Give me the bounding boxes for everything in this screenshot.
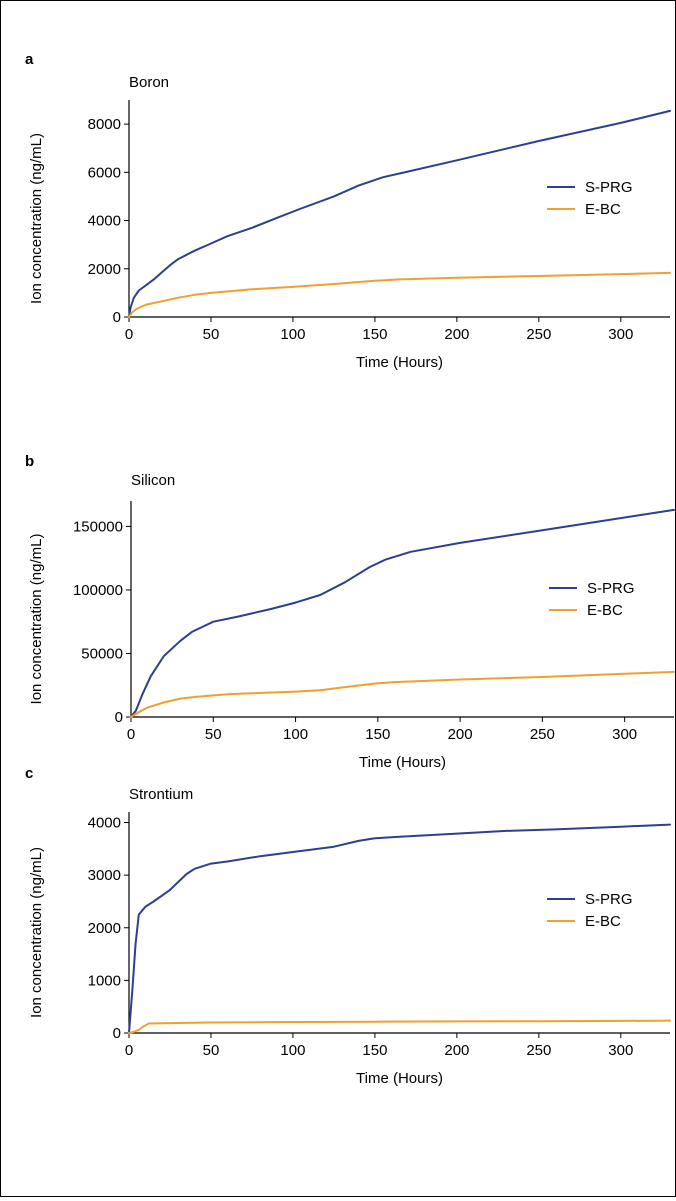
legend-label-e-bc: E-BC: [585, 201, 621, 218]
x-tick-label: 50: [203, 326, 220, 343]
chart-title: Boron: [129, 74, 169, 91]
y-tick-label: 0: [113, 1025, 121, 1042]
legend-label-e-bc: E-BC: [585, 913, 621, 930]
x-tick-label: 150: [365, 726, 390, 743]
x-tick-label: 300: [608, 1042, 633, 1059]
chart-panel-b: b Silicon 0 50000 100000 150000 0 50 100 150 200 25…: [25, 453, 675, 771]
x-tick-label: 200: [444, 326, 469, 343]
legend-label-s-prg: S-PRG: [585, 891, 633, 908]
y-tick-label: 4000: [88, 213, 121, 230]
legend-label-e-bc: E-BC: [587, 602, 623, 619]
x-tick-label: 200: [444, 1042, 469, 1059]
y-tick-label: 8000: [88, 116, 121, 133]
x-tick-label: 250: [526, 1042, 551, 1059]
y-tick-label: 1000: [88, 972, 121, 989]
y-tick-label: 2000: [88, 261, 121, 278]
x-tick-label: 50: [205, 726, 222, 743]
y-tick-label: 2000: [88, 920, 121, 937]
x-axis-label: Time (Hours): [359, 754, 446, 771]
series-line-s-prg: [130, 508, 675, 718]
x-tick-label: 100: [283, 726, 308, 743]
chart-panel-c: c Strontium 0 1000 2000 3000 4000 0 50 100 150 200 2…: [25, 765, 671, 1087]
x-tick-label: 50: [203, 1042, 220, 1059]
x-tick-label: 150: [362, 326, 387, 343]
panel-letter: c: [25, 765, 33, 782]
x-tick-label: 250: [530, 726, 555, 743]
x-tick-label: 300: [612, 726, 637, 743]
x-tick-label: 150: [362, 1042, 387, 1059]
series-line-s-prg: [128, 823, 671, 1034]
chart-title: Silicon: [131, 472, 175, 489]
x-tick-label: 0: [125, 1042, 133, 1059]
y-tick-label: 4000: [88, 815, 121, 832]
x-axis-label: Time (Hours): [356, 1070, 443, 1087]
x-tick-label: 100: [280, 326, 305, 343]
y-tick-label: 0: [113, 309, 121, 326]
panel-letter: a: [25, 51, 34, 68]
x-tick-label: 300: [608, 326, 633, 343]
y-tick-label: 150000: [73, 518, 123, 535]
x-tick-label: 200: [448, 726, 473, 743]
y-axis-label: Ion concentration (ng/mL): [28, 534, 45, 705]
y-tick-label: 50000: [81, 645, 123, 662]
y-tick-label: 6000: [88, 164, 121, 181]
series-line-e-bc: [128, 271, 671, 318]
chart-title: Strontium: [129, 786, 193, 803]
series-line-e-bc: [130, 670, 675, 718]
x-tick-label: 0: [125, 326, 133, 343]
legend-label-s-prg: S-PRG: [585, 179, 633, 196]
x-tick-label: 100: [280, 1042, 305, 1059]
chart-panel-a: a Boron 0 2000 4000 6000 8000 0 50 100 150 200 250 30…: [25, 51, 671, 371]
x-tick-label: 250: [526, 326, 551, 343]
y-axis-label: Ion concentration (ng/mL): [28, 847, 45, 1018]
panel-letter: b: [25, 453, 34, 470]
legend-label-s-prg: S-PRG: [587, 580, 635, 597]
series-line-e-bc: [128, 1019, 671, 1034]
y-tick-label: 0: [115, 709, 123, 726]
x-axis-label: Time (Hours): [356, 354, 443, 371]
series-line-s-prg: [128, 109, 671, 318]
y-axis-label: Ion concentration (ng/mL): [28, 133, 45, 304]
x-tick-label: 0: [127, 726, 135, 743]
y-tick-label: 3000: [88, 867, 121, 884]
y-tick-label: 100000: [73, 582, 123, 599]
